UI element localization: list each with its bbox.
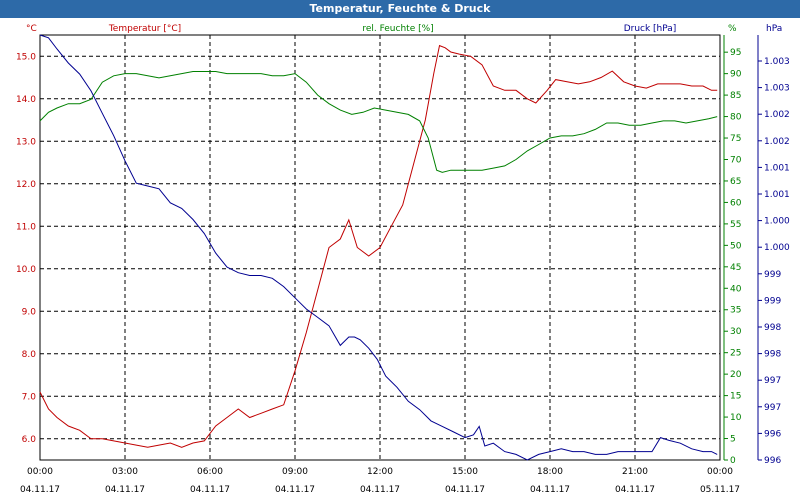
legend-press: Druck [hPa] xyxy=(624,24,677,34)
pressure-tick-label: 999 xyxy=(764,296,781,306)
humidity-tick-label: 95 xyxy=(730,48,741,58)
humidity-tick-label: 30 xyxy=(730,327,742,337)
humidity-tick-label: 75 xyxy=(730,134,741,144)
pressure-tick-label: 1.001 xyxy=(764,190,790,200)
humidity-tick-label: 25 xyxy=(730,349,741,359)
humidity-tick-label: 5 xyxy=(730,435,736,445)
humidity-tick-label: 10 xyxy=(730,413,742,423)
series-line-temp xyxy=(39,44,718,448)
temp-tick-label: 7.0 xyxy=(22,392,37,402)
x-tick-date: 04.11.17 xyxy=(20,485,60,495)
humidity-tick-label: 35 xyxy=(730,306,741,316)
pressure-tick-label: 996 xyxy=(764,429,781,439)
humidity-tick-label: 45 xyxy=(730,263,741,273)
chart: 00:00 04.11.17 03:00 04.11.17 06:00 04.11.17 0… xyxy=(16,24,790,495)
pressure-tick-label: 1.001 xyxy=(764,163,790,173)
pressure-tick-label: 1.000 xyxy=(764,217,790,227)
temp-tick-label: 10.0 xyxy=(16,265,36,275)
x-tick-time: 09:00 xyxy=(282,467,308,477)
x-tick-time: 15:00 xyxy=(452,467,478,477)
temp-tick-label: 12.0 xyxy=(16,180,36,190)
humidity-tick-label: 40 xyxy=(730,284,742,294)
x-tick-date: 04.11.17 xyxy=(615,485,655,495)
x-tick-time: 00:00 xyxy=(27,467,53,477)
pressure-tick-label: 1.000 xyxy=(764,243,790,253)
series-line-hum xyxy=(39,71,718,173)
x-tick-time: 06:00 xyxy=(197,467,223,477)
temp-tick-label: 11.0 xyxy=(16,222,36,232)
pressure-tick-label: 998 xyxy=(764,323,781,333)
temp-tick-label: 13.0 xyxy=(16,137,36,147)
x-tick-time: 12:00 xyxy=(367,467,393,477)
temp-tick-label: 9.0 xyxy=(22,307,37,317)
x-tick-date: 04.11.17 xyxy=(360,485,400,495)
legend-temp: Temperatur [°C] xyxy=(108,24,181,34)
chart-title: Temperatur, Feuchte & Druck xyxy=(0,0,800,18)
humidity-tick-label: 70 xyxy=(730,155,742,165)
humidity-tick-label: 60 xyxy=(730,198,742,208)
x-tick-time: 18:00 xyxy=(537,467,563,477)
x-tick-time: 03:00 xyxy=(112,467,138,477)
pressure-tick-label: 996 xyxy=(764,456,781,466)
pressure-tick-label: 1.003 xyxy=(764,57,790,67)
pressure-tick-label: 1.003 xyxy=(764,84,790,94)
humidity-tick-label: 65 xyxy=(730,177,741,187)
x-tick-date: 04.11.17 xyxy=(105,485,145,495)
legend-hum: rel. Feuchte [%] xyxy=(362,24,433,34)
temp-tick-label: 15.0 xyxy=(16,52,36,62)
humidity-tick-label: 85 xyxy=(730,91,741,101)
humidity-tick-label: 20 xyxy=(730,370,742,380)
temp-tick-label: 6.0 xyxy=(22,435,37,445)
pressure-tick-label: 998 xyxy=(764,350,781,360)
x-tick-date: 04.11.17 xyxy=(275,485,315,495)
x-tick-date: 04.11.17 xyxy=(445,485,485,495)
series-line-press xyxy=(39,34,718,461)
humidity-tick-label: 15 xyxy=(730,392,741,402)
x-tick-date: 05.11.17 xyxy=(700,485,740,495)
pressure-tick-label: 1.002 xyxy=(764,137,790,147)
pressure-tick-label: 999 xyxy=(764,270,781,280)
temp-axis-unit: °C xyxy=(26,24,37,34)
pressure-axis-unit: hPa xyxy=(766,24,782,34)
humidity-tick-label: 80 xyxy=(730,113,742,123)
humidity-tick-label: 50 xyxy=(730,241,742,251)
temp-tick-label: 8.0 xyxy=(22,350,37,360)
temp-tick-label: 14.0 xyxy=(16,95,36,105)
humidity-tick-label: 90 xyxy=(730,70,742,80)
pressure-tick-label: 997 xyxy=(764,403,781,413)
humidity-axis-unit: % xyxy=(728,24,737,34)
pressure-tick-label: 997 xyxy=(764,376,781,386)
x-tick-date: 04.11.17 xyxy=(190,485,230,495)
humidity-tick-label: 55 xyxy=(730,220,741,230)
humidity-tick-label: 0 xyxy=(730,456,736,466)
x-tick-time: 21:00 xyxy=(622,467,648,477)
x-tick-time: 00:00 xyxy=(707,467,733,477)
x-tick-date: 04.11.17 xyxy=(530,485,570,495)
pressure-tick-label: 1.002 xyxy=(764,110,790,120)
